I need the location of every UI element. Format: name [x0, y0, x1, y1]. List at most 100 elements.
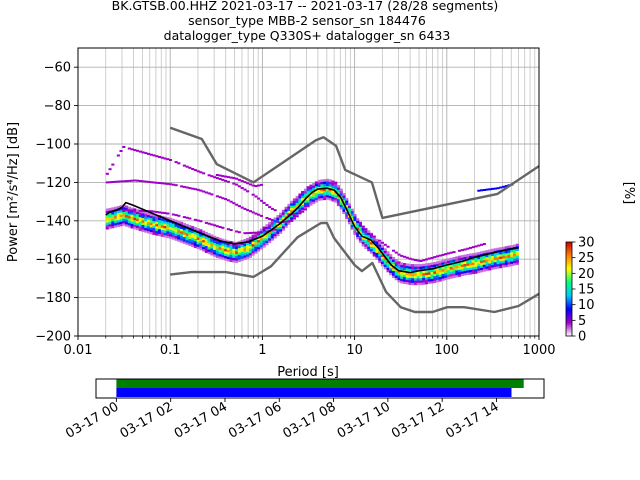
heatmap-cell	[425, 272, 429, 276]
heatmap-cell	[331, 192, 335, 195]
heatmap-cell	[265, 235, 269, 239]
heatmap-cell	[353, 216, 357, 219]
heatmap-cell	[389, 272, 393, 276]
heatmap-cell	[149, 222, 153, 226]
heatmap-cell	[356, 232, 360, 235]
heatmap-cell	[447, 276, 451, 280]
heatmap-cell	[466, 260, 470, 264]
heatmap-cell	[380, 256, 384, 260]
heatmap-cell	[411, 282, 415, 286]
heatmap-cell	[273, 231, 277, 234]
heatmap-fringe-cell	[111, 163, 115, 166]
heatmap-cell	[152, 232, 156, 235]
heatmap-cell	[314, 181, 318, 184]
heatmap-cell	[298, 198, 302, 201]
heatmap-cell	[449, 264, 453, 268]
heatmap-cell	[303, 188, 307, 192]
heatmap-cell	[257, 242, 261, 245]
heatmap-fringe-cell	[474, 245, 478, 248]
heatmap-cell	[251, 243, 255, 247]
heatmap-cell	[177, 232, 181, 235]
heatmap-cell	[127, 225, 131, 228]
heatmap-fringe-cell	[185, 165, 189, 168]
heatmap-cell	[463, 266, 467, 269]
heatmap-cell	[320, 186, 324, 189]
heatmap-fringe-cell	[471, 246, 475, 249]
heatmap-cell	[392, 268, 396, 272]
heatmap-cell	[295, 200, 299, 204]
heatmap-fringe-cell	[158, 211, 162, 214]
heatmap-cell	[166, 217, 170, 220]
heatmap-fringe-cell	[105, 172, 109, 175]
heatmap-cell	[419, 266, 423, 269]
heatmap-fringe-cell	[295, 215, 299, 218]
heatmap-cell	[488, 260, 492, 264]
heatmap-cell	[504, 257, 508, 261]
heatmap-cell	[138, 219, 142, 222]
heatmap-cell	[510, 245, 514, 248]
heatmap-fringe-cell	[403, 255, 407, 258]
heatmap-cell	[436, 272, 440, 276]
heatmap-cell	[207, 244, 211, 248]
heatmap-cell	[177, 227, 181, 231]
heatmap-cell	[144, 225, 148, 229]
heatmap-cell	[367, 239, 371, 243]
heatmap-cell	[147, 217, 151, 220]
heatmap-cell	[133, 210, 137, 214]
heatmap-cell	[334, 183, 338, 187]
heatmap-cell	[317, 184, 321, 187]
heatmap-fringe-cell	[259, 183, 263, 186]
heatmap-cell	[394, 277, 398, 281]
heatmap-fringe-cell	[196, 170, 200, 173]
heatmap-cell	[444, 275, 448, 278]
heatmap-cell	[147, 221, 151, 225]
heatmap-cell	[389, 265, 393, 269]
heatmap-cell	[455, 258, 459, 262]
heatmap-cell	[174, 224, 178, 227]
heatmap-cell	[155, 219, 159, 222]
heatmap-cell	[224, 253, 228, 256]
heatmap-cell	[427, 281, 431, 284]
heatmap-cell	[185, 228, 189, 232]
heatmap-cell	[114, 225, 118, 228]
heatmap-fringe-cell	[152, 154, 156, 157]
heatmap-fringe-cell	[463, 248, 467, 251]
heatmap-cell	[119, 212, 123, 215]
heatmap-cell	[469, 265, 473, 268]
heatmap-cell	[248, 241, 252, 244]
heatmap-cell	[199, 233, 203, 237]
heatmap-cell	[265, 226, 269, 230]
colorbar-tick-label: 30	[578, 236, 595, 251]
heatmap-cell	[251, 237, 255, 240]
heatmap-fringe-cell	[116, 154, 120, 157]
heatmap-cell	[510, 252, 514, 255]
heatmap-cell	[155, 221, 159, 225]
heatmap-cell	[207, 249, 211, 252]
heatmap-cell	[345, 200, 349, 203]
heatmap-cell	[477, 252, 481, 255]
heatmap-cell	[276, 226, 280, 230]
heatmap-cell	[400, 271, 404, 275]
heatmap-cell	[133, 224, 137, 228]
heatmap-cell	[182, 236, 186, 240]
heatmap-fringe-cell	[416, 259, 420, 262]
heatmap-cell	[177, 230, 181, 233]
heatmap-fringe-cell	[116, 180, 120, 183]
heatmap-cell	[342, 193, 346, 196]
heatmap-cell	[403, 263, 407, 266]
heatmap-fringe-cell	[493, 187, 497, 190]
heatmap-cell	[191, 230, 195, 234]
heatmap-cell	[312, 187, 316, 191]
heatmap-cell	[177, 225, 181, 228]
heatmap-cell	[438, 262, 442, 266]
heatmap-fringe-cell	[207, 192, 211, 195]
heatmap-cell	[284, 225, 288, 228]
heatmap-cell	[331, 180, 335, 184]
heatmap-cell	[202, 235, 206, 238]
heatmap-cell	[246, 249, 250, 253]
heatmap-cell	[452, 257, 456, 260]
heatmap-fringe-cell	[111, 181, 115, 183]
heatmap-cell	[224, 258, 228, 261]
heatmap-cell	[303, 195, 307, 199]
heatmap-cell	[480, 267, 484, 271]
